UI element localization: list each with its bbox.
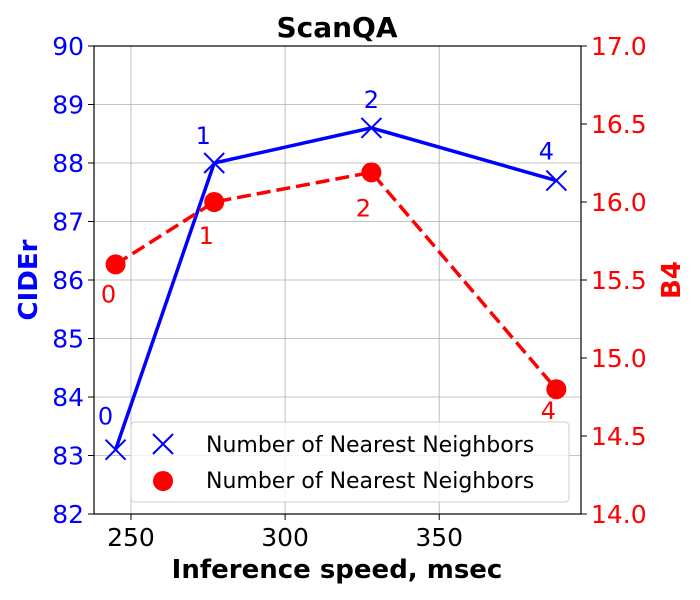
x-marker [360, 117, 383, 139]
y-right-tick-label: 15.5 [591, 266, 647, 295]
axis-ticks: 250 300 350 82 83 84 85 86 87 88 89 90 14.0 14.5 15.0 1… [52, 32, 646, 552]
series-2-point-label: 2 [356, 194, 371, 222]
y-left-tick-label: 85 [52, 325, 84, 354]
y-right-tick-label: 14.0 [591, 500, 647, 529]
series-1-point-label: 2 [364, 86, 379, 114]
legend: Number of Nearest Neighbors Number of Ne… [130, 421, 570, 503]
legend-label-series-1: Number of Nearest Neighbors [206, 433, 534, 458]
y-left-tick-label: 87 [52, 208, 84, 237]
series-2-point [105, 254, 126, 275]
legend-label-series-2: Number of Nearest Neighbors [206, 469, 534, 494]
series-1-point [104, 438, 127, 461]
series-layer: 0 1 2 4 0 1 2 4 [98, 86, 568, 461]
chart-title: ScanQA [276, 11, 397, 44]
y-left-tick-label: 82 [52, 500, 84, 529]
x-marker [545, 169, 568, 192]
y-right-tick-label: 14.5 [591, 422, 647, 451]
series-2-point [361, 162, 382, 183]
y-left-tick-label: 86 [52, 266, 84, 295]
x-tick-label: 300 [261, 523, 309, 552]
y-left-tick-label: 90 [52, 32, 84, 61]
y-right-tick-label: 15.0 [591, 344, 647, 373]
series-1-line [113, 126, 557, 451]
legend-marker-x [152, 433, 174, 455]
series-2-point-label: 1 [199, 222, 214, 250]
y-left-tick-label: 83 [52, 442, 84, 471]
y-right-tick-label: 17.0 [591, 32, 647, 61]
legend-box [130, 421, 570, 503]
y-axis-left-label: CIDEr [14, 239, 44, 320]
y-left-tick-label: 88 [52, 149, 84, 178]
series-2-point [546, 379, 567, 400]
x-marker [203, 152, 225, 174]
series-2-line [114, 170, 558, 391]
legend-marker-circle [153, 471, 173, 491]
series-2-point-label: 4 [541, 397, 556, 425]
y-left-tick-label: 84 [52, 383, 84, 412]
x-axis-label: Inference speed, msec [172, 555, 503, 585]
y-axis-right-label: B4 [657, 261, 687, 299]
x-tick-label: 250 [107, 523, 155, 552]
y-left-tick-label: 89 [52, 91, 84, 120]
series-1-point [545, 169, 568, 192]
y-right-tick-label: 16.0 [591, 188, 647, 217]
x-tick-label: 350 [415, 523, 463, 552]
series-2-point [204, 192, 225, 212]
series-1-point-label: 0 [98, 403, 113, 431]
series-1-point [203, 152, 225, 174]
series-1-point [360, 117, 383, 139]
series-2-point-label: 0 [101, 280, 116, 308]
y-right-tick-label: 16.5 [591, 110, 647, 139]
x-marker [104, 438, 127, 461]
series-1-point-label: 4 [539, 138, 554, 166]
series-1-point-label: 1 [196, 122, 211, 150]
